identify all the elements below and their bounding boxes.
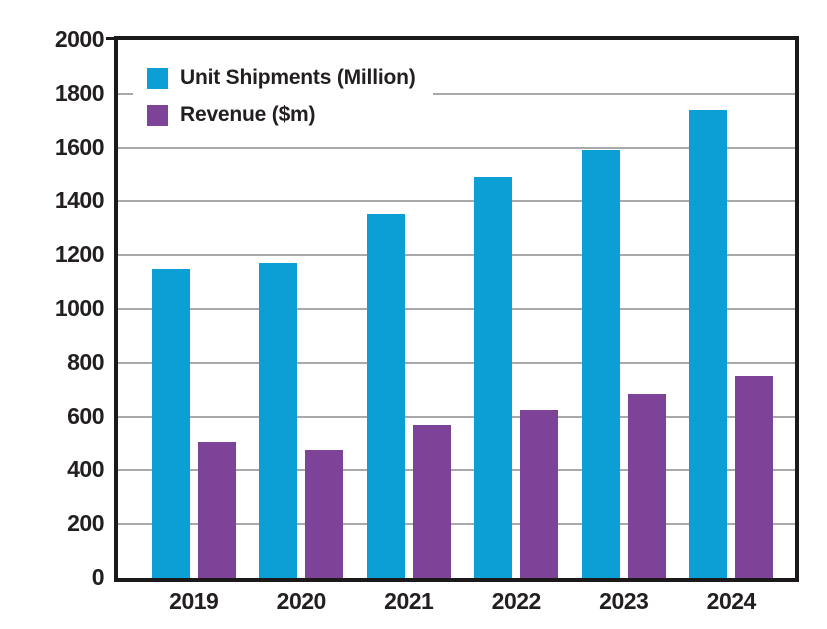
x-tick-label: 2020 (276, 588, 327, 614)
y-axis-labels: 0 200 400 600 800 1000 1200 1400 1600 1800 2000 (0, 0, 105, 629)
x-tick-label: 2022 (491, 588, 542, 614)
bar (520, 409, 559, 578)
bar (366, 213, 405, 578)
x-tick-label: 2023 (599, 588, 649, 614)
y-tick-label: 2000 (54, 25, 105, 52)
legend-label-unit-shipments: Unit Shipments (Million) (180, 66, 416, 89)
gridline (118, 200, 795, 203)
bar-group-2022 (463, 40, 571, 578)
y-tick-label: 1200 (54, 241, 105, 268)
bar (581, 150, 620, 578)
y-tick-label: 1600 (54, 133, 105, 160)
gridline (118, 523, 795, 526)
gridline (118, 92, 795, 95)
x-tick-label: 2021 (384, 588, 434, 614)
bar (689, 109, 728, 578)
legend-item-unit-shipments: Unit Shipments (Million) (147, 66, 416, 90)
y-tick-label: 400 (67, 456, 104, 483)
y-tick-label: 600 (67, 402, 104, 429)
gridline (118, 415, 795, 418)
bar (735, 376, 774, 578)
bar (151, 268, 190, 578)
y-axis-top-tick (106, 37, 115, 40)
bar (627, 393, 666, 578)
x-tick-label: 2024 (706, 588, 757, 614)
x-axis-labels: 2019 2020 2021 2022 2023 2024 (118, 588, 795, 615)
legend-item-revenue: Revenue ($m) (147, 103, 416, 127)
bar-group-2021 (355, 40, 463, 578)
bar (474, 177, 513, 578)
gridline (118, 469, 795, 472)
legend: Unit Shipments (Million) Revenue ($m) (133, 56, 433, 137)
revenue-swatch-icon (147, 104, 168, 126)
y-tick-label: 1000 (54, 294, 105, 321)
bar (259, 263, 298, 578)
gridline (118, 361, 795, 364)
y-tick-label: 1400 (54, 187, 105, 214)
bar-group-2019 (140, 40, 248, 578)
bar (305, 450, 344, 578)
bar-group-2024 (678, 40, 786, 578)
x-tick-label: 2019 (169, 588, 219, 614)
y-tick-label: 200 (67, 510, 104, 537)
legend-label-revenue: Revenue ($m) (180, 103, 316, 126)
bars-row (118, 40, 795, 578)
gridline (118, 308, 795, 310)
bar-group-2023 (570, 40, 678, 578)
bar-group-2020 (248, 40, 356, 578)
gridline (118, 146, 795, 149)
y-tick-label: 800 (67, 348, 104, 375)
y-tick-label: 0 (91, 563, 105, 590)
bar (197, 442, 236, 578)
gridline (118, 254, 795, 257)
bar (412, 424, 451, 578)
plot-area: Unit Shipments (Million) Revenue ($m) (106, 36, 799, 582)
y-tick-label: 1800 (54, 79, 105, 106)
unit-shipments-swatch-icon (147, 67, 168, 89)
